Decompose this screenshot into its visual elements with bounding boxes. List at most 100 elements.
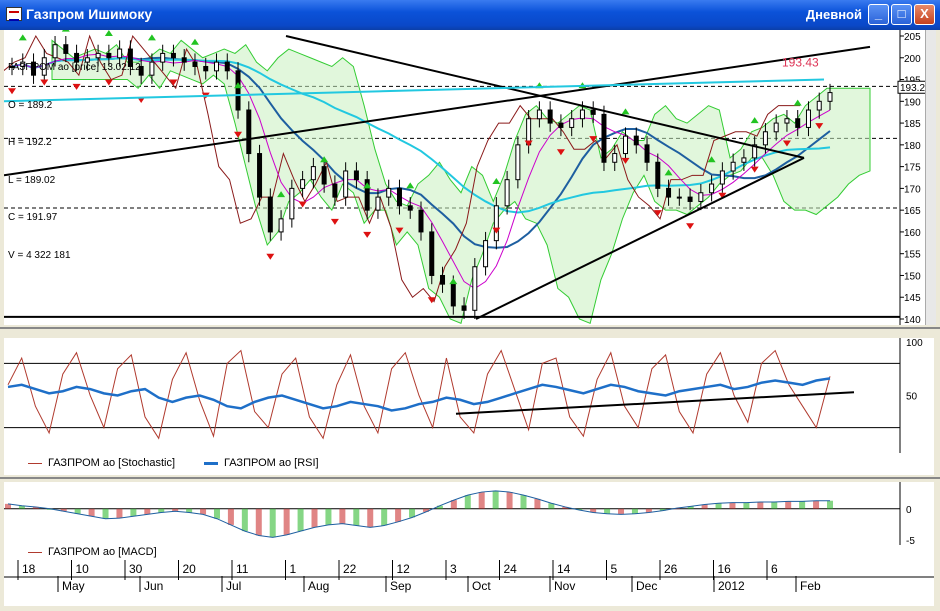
low-value: L = 189.02 [8,174,56,186]
macd-bar [827,500,833,509]
oscillator-pane[interactable]: 50 100 [4,338,934,453]
macd-bar [158,508,165,513]
candle-body [633,135,639,146]
fractal-up-arrow [449,278,458,285]
pane-splitter[interactable] [0,327,940,329]
month-label: Aug [308,579,329,593]
macd-bar [422,508,429,512]
candle-body [289,187,295,220]
candle-body [483,240,489,268]
price-tick-label: 145 [904,293,921,304]
macd-bar [102,508,109,519]
oscillator-legend: ГАЗПРОМ ао [Stochastic] ГАЗПРОМ ао [RSI] [4,453,934,475]
price-tick-label: 205 [904,32,921,43]
candle-body [278,218,284,233]
candle-body [386,187,392,198]
candle-body [375,196,381,211]
fractal-down-arrow [234,131,243,138]
month-label: Oct [472,579,491,593]
macd-bar [436,505,443,509]
macd-tick-label: 0 [906,505,912,516]
macd-bar [144,508,151,515]
macd-bar [213,508,220,519]
candle-body [235,70,241,111]
macd-bar [381,508,388,526]
open-value: O = 189.2 [8,99,53,111]
rsi-line [7,377,831,412]
day-label: 5 [611,562,618,576]
candle-body [429,231,435,276]
candle-body [590,109,596,115]
candle-body [762,131,768,146]
month-label: Dec [636,579,657,593]
macd-bar [631,508,638,514]
candle-body [504,179,510,207]
close-value: C = 191.97 [8,212,58,223]
candle-body [709,183,715,194]
candle-body [623,135,628,155]
candle-body [536,109,542,120]
month-label: 2012 [718,579,745,593]
candle-body [300,179,306,189]
candle-body [9,65,15,68]
day-label: 18 [22,562,36,576]
fractal-up-arrow [707,156,716,163]
candle-body [224,61,230,72]
candle-body [74,52,80,63]
fractal-up-arrow [190,38,199,45]
pane-splitter-2[interactable] [0,477,940,479]
macd-legend: ГАЗПРОМ ао [MACD] [4,545,934,560]
fractal-up-arrow [234,82,243,89]
candle-body [160,52,166,63]
price-chart: 1401451501551601651701751801851901952002… [0,25,940,339]
month-label: Nov [554,579,575,593]
candle-body [547,109,553,124]
day-label: 14 [557,562,571,576]
macd-bar [60,508,67,512]
candle-body [192,61,198,67]
price-tick-label: 175 [904,163,921,174]
macd-pane[interactable]: -5 0 [4,482,934,548]
day-label: 26 [664,562,678,576]
trendline-down [285,35,805,159]
candle-body [418,209,424,233]
day-label: 22 [343,562,357,576]
macd-bar [534,498,541,509]
price-tick-label: 160 [904,228,921,239]
date-axis: 18 10 30 20 11 1 22 12 3 24 14 5 26 16 6 May Jun Jul Aug Se… [4,560,934,606]
candle-body [612,153,618,163]
close-button[interactable]: X [914,4,935,25]
macd-bar [88,508,95,517]
fractal-down-arrow [266,253,275,260]
fractal-down-arrow [427,297,436,304]
chart-app-icon [6,7,22,21]
month-label: Sep [390,579,412,593]
day-label: 24 [504,562,518,576]
fractal-up-arrow [664,169,673,176]
price-pane[interactable]: 1401451501551601651701751801851901952002… [0,25,940,339]
price-scrollbar[interactable] [925,30,936,325]
ohlc-info: ГАЗПРОМ ао [price] 13.02.12 O = 189.2 H … [8,37,141,275]
minimize-button[interactable]: _ [868,4,889,25]
macd-bar [645,508,652,513]
fractal-up-arrow [363,182,372,189]
osc-tick-label: 100 [906,338,923,349]
macd-bar [785,501,792,509]
month-label: May [62,579,85,593]
day-label: 11 [236,562,249,576]
candle-body [644,144,650,163]
volume-value: V = 4 322 181 [8,249,71,261]
price-tick-label: 190 [904,97,921,108]
fractal-up-arrow [621,108,630,115]
candle-body [719,170,725,185]
maximize-button[interactable]: □ [891,4,912,25]
macd-bar [283,508,290,535]
day-label: 3 [450,562,457,576]
fractal-up-arrow [320,156,329,163]
candle-body [138,65,144,76]
candle-body [149,61,155,76]
candle-body [601,113,607,163]
candle-body [267,196,273,233]
candle-body [31,61,37,76]
